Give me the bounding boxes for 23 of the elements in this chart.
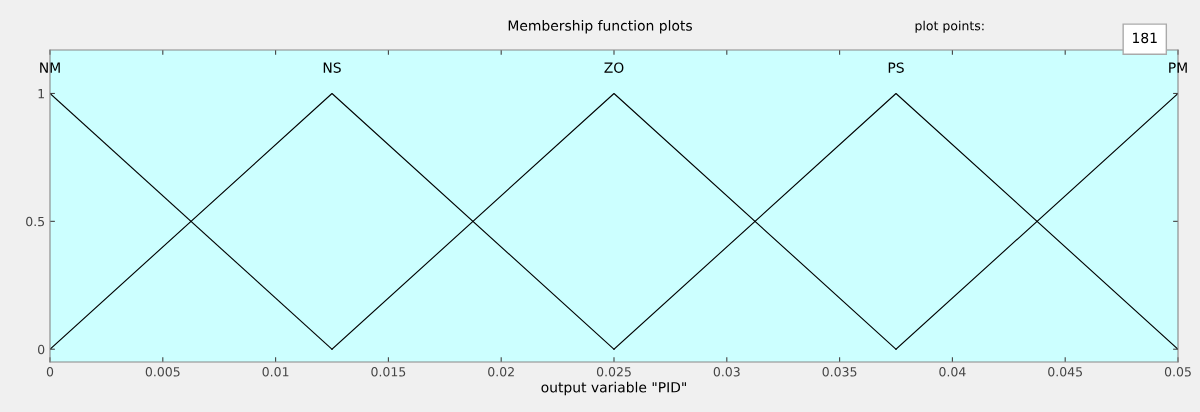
y-tick-label: 0.5 xyxy=(26,216,45,227)
x-tick-label: 0.04 xyxy=(939,367,966,377)
x-tick-label: 0.05 xyxy=(1164,367,1191,377)
chart-title: Membership function plots xyxy=(508,20,692,34)
series-label: NM xyxy=(40,62,60,73)
x-tick-label: 0.035 xyxy=(822,367,857,377)
text: 181 xyxy=(1133,32,1157,44)
series-label: NS xyxy=(323,62,341,73)
x-tick-label: 0 xyxy=(46,367,54,377)
x-tick-label: 0.015 xyxy=(371,367,406,377)
x-tick-label: 0.03 xyxy=(713,367,740,377)
y-tick-label: 0 xyxy=(38,344,45,355)
x-tick-label: 0.045 xyxy=(1048,367,1082,377)
series-label: PM xyxy=(1169,62,1187,73)
series-label: ZO xyxy=(604,62,624,73)
x-axis-title: output variable "PID" xyxy=(541,381,686,396)
x-tick-label: 0.025 xyxy=(596,367,631,377)
x-tick-label: 0.01 xyxy=(262,367,289,377)
y-tick-label: 1 xyxy=(38,89,44,99)
series-label: PS xyxy=(888,62,904,73)
x-tick-label: 0.02 xyxy=(488,367,514,377)
x-tick-label: 0.005 xyxy=(145,367,180,377)
text: plot points: xyxy=(915,20,984,33)
